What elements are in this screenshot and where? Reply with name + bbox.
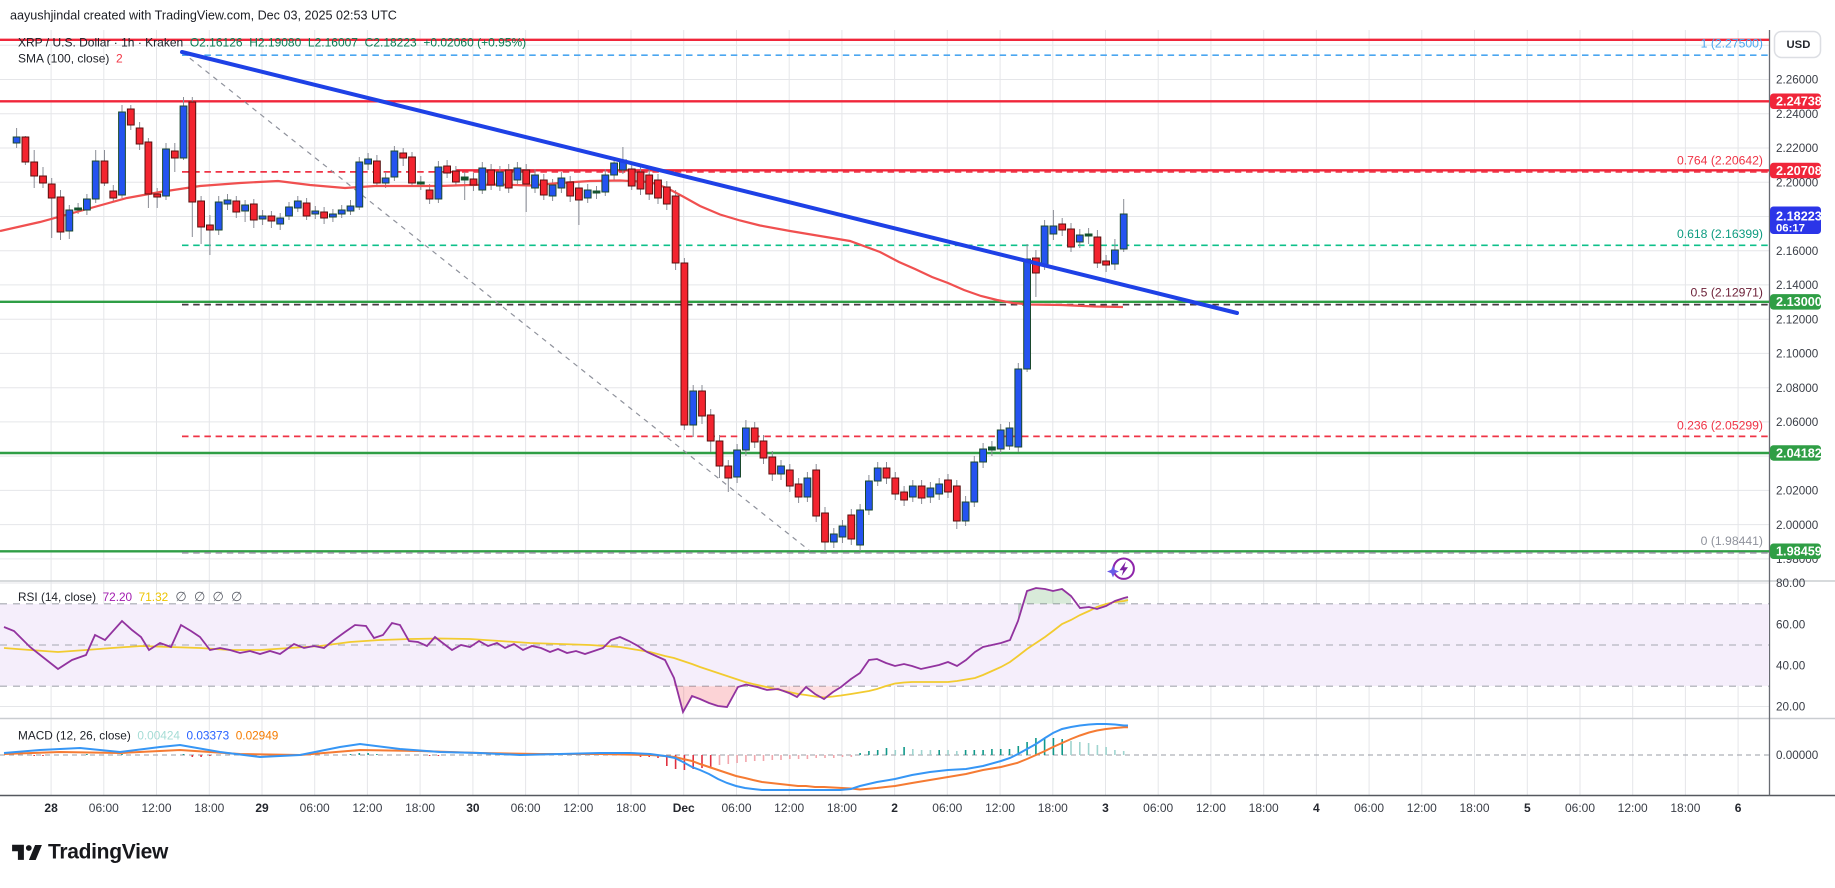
- svg-text:0.5 (2.12971): 0.5 (2.12971): [1690, 286, 1763, 300]
- svg-text:2.06000: 2.06000: [1776, 416, 1819, 429]
- svg-text:6: 6: [1735, 801, 1742, 815]
- svg-text:28: 28: [44, 801, 58, 815]
- svg-text:TradingView: TradingView: [48, 841, 169, 864]
- svg-text:Dec: Dec: [673, 801, 695, 815]
- svg-text:12:00: 12:00: [563, 801, 593, 815]
- svg-text:18:00: 18:00: [827, 801, 857, 815]
- svg-text:06:00: 06:00: [1143, 801, 1173, 815]
- svg-text:06:00: 06:00: [89, 801, 119, 815]
- svg-text:06:00: 06:00: [1354, 801, 1384, 815]
- svg-text:12:00: 12:00: [1618, 801, 1648, 815]
- svg-text:0.618 (2.16399): 0.618 (2.16399): [1677, 227, 1763, 241]
- svg-text:80.00: 80.00: [1776, 577, 1806, 590]
- svg-text:18:00: 18:00: [194, 801, 224, 815]
- svg-text:0.764 (2.20642): 0.764 (2.20642): [1677, 154, 1763, 168]
- svg-text:18:00: 18:00: [1038, 801, 1068, 815]
- svg-text:12:00: 12:00: [352, 801, 382, 815]
- svg-text:3: 3: [1102, 801, 1109, 815]
- svg-text:2.26000: 2.26000: [1776, 74, 1819, 87]
- svg-text:06:17: 06:17: [1776, 223, 1805, 235]
- svg-text:2.16000: 2.16000: [1776, 245, 1819, 258]
- svg-text:USD: USD: [1787, 39, 1811, 51]
- svg-text:2.24738: 2.24738: [1776, 95, 1822, 109]
- svg-text:18:00: 18:00: [1459, 801, 1489, 815]
- svg-text:2.20000: 2.20000: [1776, 176, 1819, 189]
- svg-text:2.12000: 2.12000: [1776, 313, 1819, 326]
- svg-text:2.18223: 2.18223: [1776, 209, 1822, 223]
- svg-text:2.20708: 2.20708: [1776, 164, 1822, 178]
- svg-text:MACD (12, 26, close) 0.00424: MACD (12, 26, close) 0.00424 0.03373 0.0…: [18, 729, 278, 743]
- svg-text:12:00: 12:00: [1196, 801, 1226, 815]
- svg-text:06:00: 06:00: [300, 801, 330, 815]
- svg-text:2.08000: 2.08000: [1776, 382, 1819, 395]
- svg-text:1.98459: 1.98459: [1776, 545, 1822, 559]
- svg-text:SMA (100, close) 2: SMA (100, close) 2: [18, 52, 123, 66]
- svg-text:0.236 (2.05299): 0.236 (2.05299): [1677, 418, 1763, 432]
- svg-text:20.00: 20.00: [1776, 701, 1806, 714]
- svg-text:2.00000: 2.00000: [1776, 519, 1819, 532]
- svg-text:2.02000: 2.02000: [1776, 485, 1819, 498]
- svg-text:18:00: 18:00: [1249, 801, 1279, 815]
- svg-text:5: 5: [1524, 801, 1531, 815]
- svg-text:06:00: 06:00: [932, 801, 962, 815]
- svg-text:06:00: 06:00: [1565, 801, 1595, 815]
- svg-text:0 (1.98441): 0 (1.98441): [1701, 534, 1763, 548]
- svg-text:2.24000: 2.24000: [1776, 108, 1819, 121]
- svg-text:18:00: 18:00: [616, 801, 646, 815]
- svg-text:29: 29: [255, 801, 269, 815]
- svg-text:4: 4: [1313, 801, 1320, 815]
- svg-text:12:00: 12:00: [1407, 801, 1437, 815]
- svg-text:06:00: 06:00: [511, 801, 541, 815]
- svg-text:1 (2.27500): 1 (2.27500): [1701, 37, 1763, 51]
- svg-text:2: 2: [891, 801, 898, 815]
- svg-text:2.13000: 2.13000: [1776, 295, 1822, 309]
- svg-text:2.22000: 2.22000: [1776, 142, 1819, 155]
- svg-text:12:00: 12:00: [141, 801, 171, 815]
- svg-text:0.00000: 0.00000: [1776, 749, 1819, 762]
- svg-text:12:00: 12:00: [985, 801, 1015, 815]
- svg-text:2.14000: 2.14000: [1776, 279, 1819, 292]
- svg-text:18:00: 18:00: [1670, 801, 1700, 815]
- svg-text:60.00: 60.00: [1776, 618, 1806, 631]
- svg-text:2.10000: 2.10000: [1776, 348, 1819, 361]
- svg-text:XRP / U.S. Dollar · 1h · Krake: XRP / U.S. Dollar · 1h · Kraken O2.16126…: [18, 36, 526, 50]
- svg-text:18:00: 18:00: [405, 801, 435, 815]
- svg-text:RSI (14, close) 72.20 71.32: RSI (14, close) 72.20 71.32 ∅ ∅ ∅ ∅: [18, 589, 242, 604]
- svg-text:aayushjindal created with Trad: aayushjindal created with TradingView.co…: [10, 9, 397, 23]
- svg-text:30: 30: [466, 801, 480, 815]
- svg-text:12:00: 12:00: [774, 801, 804, 815]
- svg-text:06:00: 06:00: [721, 801, 751, 815]
- svg-text:40.00: 40.00: [1776, 660, 1806, 673]
- svg-text:2.04182: 2.04182: [1776, 446, 1822, 460]
